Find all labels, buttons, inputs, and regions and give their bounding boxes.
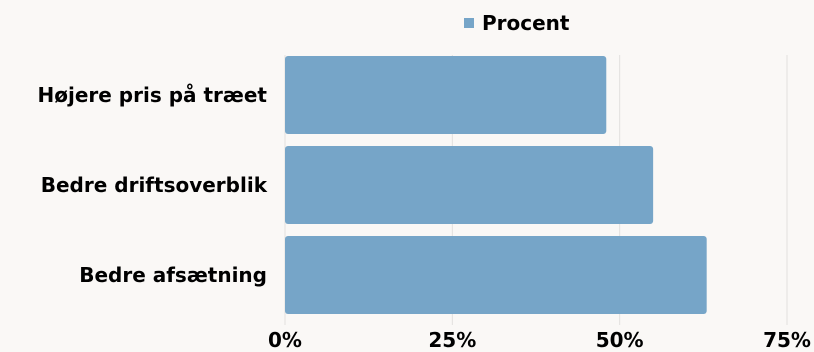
- category-label-2: Bedre afsætning: [79, 263, 267, 287]
- legend-swatch: [464, 18, 474, 28]
- x-tick-label-2: 50%: [596, 328, 644, 352]
- bar-2: [285, 236, 707, 314]
- category-labels: Højere pris på træet Bedre driftsoverblik…: [38, 83, 268, 287]
- category-label-1: Bedre driftsoverblik: [41, 173, 268, 197]
- bar-0: [285, 56, 607, 134]
- x-tick-label-1: 25%: [428, 328, 476, 352]
- legend-label-procent: Procent: [482, 11, 570, 35]
- bars: [285, 56, 707, 314]
- x-tick-label-0: 0%: [268, 328, 302, 352]
- legend: Procent: [464, 11, 570, 35]
- x-tick-label-3: 75%: [763, 328, 811, 352]
- category-label-0: Højere pris på træet: [38, 83, 268, 107]
- x-axis-tick-labels: 0% 25% 50% 75%: [268, 328, 811, 352]
- bar-1: [285, 146, 654, 224]
